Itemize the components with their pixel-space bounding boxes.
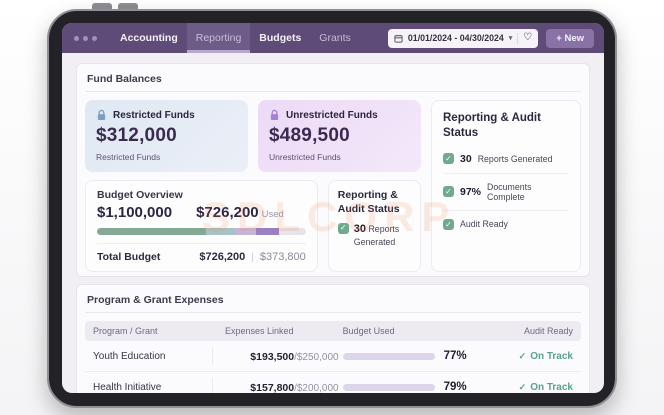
favorite-icon[interactable]: ♡ — [523, 32, 533, 43]
program-name: Health Initiative — [93, 378, 213, 393]
expenses-budget: /$200,000 — [294, 383, 339, 393]
budget-progress-bar — [97, 228, 306, 235]
lock-icon — [97, 109, 106, 121]
audit-status-item: ✓ 97% Documents Complete — [443, 172, 569, 210]
progress-segment — [205, 228, 235, 235]
checkbox-checked-icon[interactable]: ✓ — [443, 218, 454, 230]
program-name: Youth Education — [93, 347, 213, 365]
expenses-panel: Program & Grant Expenses Program / Grant… — [76, 284, 590, 393]
volume-button — [118, 3, 138, 11]
audit-item-label: Audit Ready — [460, 219, 508, 230]
new-button[interactable]: + New — [546, 28, 594, 48]
window-dot-icon — [83, 35, 88, 41]
card-title: Unrestricted Funds — [286, 109, 378, 121]
audit-mini-value: 30 — [353, 223, 366, 236]
audit-mini-text: 30 Reports Generated — [354, 222, 411, 249]
budget-total-value: $1,100,000 — [97, 204, 173, 221]
audit-ready-status: ✓ On Track — [487, 382, 573, 393]
checkbox-checked-icon[interactable]: ✓ — [337, 223, 349, 235]
audit-mini-title: Reporting & Audit Status — [337, 189, 400, 215]
audit-item-label: Documents Complete — [487, 181, 532, 202]
checkbox-checked-icon[interactable]: ✓ — [443, 186, 454, 198]
card-subtitle: Restricted Funds — [96, 152, 161, 162]
table-header: Program / Grant Expenses Linked Budget U… — [85, 321, 581, 341]
table-row[interactable]: Health Initiative $157,800/$200,000 On T… — [85, 372, 581, 393]
check-icon: ✓ — [518, 381, 527, 392]
nav-tabs: Accounting Reporting Budgets Grants — [111, 23, 360, 53]
column-header-program: Program / Grant — [93, 326, 158, 336]
audit-status-item: ✓ Audit Ready — [443, 209, 569, 238]
window-controls-icon[interactable] — [74, 35, 97, 41]
progress-segment — [97, 228, 206, 235]
budget-used-percent: 77% — [443, 350, 467, 362]
restricted-funds-value: $312,000 — [96, 125, 177, 146]
table-row[interactable]: Youth Education $193,500/$250,000 77% ✓ O… — [85, 341, 581, 372]
fund-balances-panel: Fund Balances Restricted Funds $312,000 — [76, 63, 590, 277]
budget-used-percent: 79% — [443, 381, 467, 393]
date-range-picker[interactable]: 01/01/2024 - 04/30/2024 ▾ ♡ — [387, 28, 539, 48]
column-header-expenses: Expenses Linked — [225, 326, 294, 336]
audit-item-value: 97% — [460, 185, 482, 198]
window-dot-icon — [92, 35, 97, 41]
progress-segment — [255, 228, 279, 235]
audit-status-title: Reporting & Audit Status — [443, 112, 541, 139]
check-icon: ✓ — [518, 350, 527, 361]
audit-status-item: ✓ 30 Reports Generated — [443, 145, 569, 173]
footer-divider: | — [251, 251, 254, 263]
audit-item-value: 30 — [460, 152, 472, 165]
column-header-audit-ready: Audit Ready — [523, 326, 573, 336]
lock-icon — [270, 109, 279, 121]
budget-used-bar: On Track — [342, 383, 435, 391]
divider — [517, 32, 519, 44]
calendar-icon — [394, 34, 403, 43]
fund-balances-title: Fund Balances — [85, 72, 581, 92]
unrestricted-funds-value: $489,500 — [269, 125, 350, 146]
expenses-spent: $193,500 — [250, 351, 295, 363]
progress-segment — [234, 228, 256, 235]
tab-reporting[interactable]: Reporting — [186, 23, 251, 53]
column-header-budget-used: Budget Used — [342, 326, 395, 336]
audit-status-mini-card[interactable]: Reporting & Audit Status ✓ 30 Reports Ge… — [327, 180, 421, 272]
audit-ready-status: ✓ On Track — [487, 351, 573, 362]
audit-mini-label: Reports Generated — [353, 224, 400, 248]
top-navbar: Accounting Reporting Budgets Grants 01/0… — [62, 23, 604, 53]
budget-overview-title: Budget Overview — [97, 189, 183, 201]
restricted-funds-card[interactable]: Restricted Funds $312,000 Restricted Fun… — [85, 100, 248, 172]
expenses-title: Program & Grant Expenses — [85, 293, 581, 313]
budget-used-bar — [342, 352, 435, 360]
audit-item-label: Reports Generated — [477, 153, 553, 164]
checkbox-checked-icon[interactable]: ✓ — [443, 153, 454, 165]
date-range-value: 01/01/2024 - 04/30/2024 — [407, 33, 504, 43]
window-dot-icon — [74, 35, 79, 41]
status-label: On Track — [530, 381, 573, 393]
budget-used-value: $726,200 — [196, 204, 259, 221]
status-label: On Track — [530, 350, 573, 362]
expenses-spent: $157,800 — [250, 382, 295, 393]
budget-overview-card[interactable]: Budget Overview $1,100,000 $726,200 Used — [85, 180, 318, 272]
tab-accounting[interactable]: Accounting — [120, 32, 178, 44]
budget-used-suffix: Used — [261, 209, 284, 220]
volume-button — [92, 3, 112, 11]
card-subtitle: Unrestricted Funds — [269, 152, 341, 162]
expenses-budget: /$250,000 — [294, 352, 339, 363]
tab-grants[interactable]: Grants — [319, 32, 351, 44]
footer-used-value: $726,200 — [199, 251, 246, 263]
total-budget-label: Total Budget — [97, 251, 161, 263]
footer-remaining-value: $373,800 — [259, 251, 306, 263]
audit-status-card[interactable]: Reporting & Audit Status ✓ 30 Reports Ge… — [431, 100, 581, 272]
unrestricted-funds-card[interactable]: Unrestricted Funds $489,500 Unrestricted… — [258, 100, 421, 172]
chevron-down-icon: ▾ — [508, 35, 513, 42]
tab-budgets[interactable]: Budgets — [259, 32, 302, 44]
app-screen: Accounting Reporting Budgets Grants 01/0… — [62, 23, 604, 393]
card-title: Restricted Funds — [113, 109, 195, 121]
